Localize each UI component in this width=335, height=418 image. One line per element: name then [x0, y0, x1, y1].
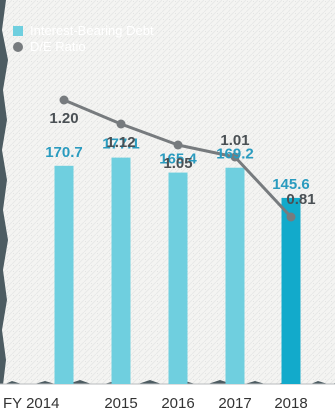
bar-value-label: 177.1 — [102, 136, 140, 153]
bar-value-label: 165.4 — [159, 151, 197, 168]
bar-2017 — [225, 167, 245, 384]
bar-2015 — [111, 157, 131, 384]
bars-layer — [54, 157, 301, 384]
ratio-point-2015 — [116, 119, 126, 129]
ratio-value-label: 1.12 — [106, 134, 135, 151]
ratio-point-fy-2014 — [59, 95, 69, 105]
x-tick-labels: FY 2014 2015 2016 2017 2018 — [3, 395, 308, 412]
bar-value-label: 169.2 — [216, 146, 254, 163]
ratio-value-label: 1.05 — [163, 155, 192, 172]
ratio-value-labels: 1.20 1.12 1.05 1.01 0.81 — [49, 110, 315, 208]
axis-label-band — [0, 384, 335, 418]
ratio-value-label: 1.01 — [220, 132, 249, 149]
x-tick-label: 2017 — [218, 395, 251, 412]
ratio-point-2016 — [173, 140, 183, 150]
x-tick-label: 2015 — [104, 395, 137, 412]
legend-label-interest-bearing-debt: Interest-Bearing Debt — [30, 23, 154, 38]
ratio-point-2017 — [230, 152, 240, 162]
bar-value-label: 145.6 — [272, 176, 310, 193]
ratio-point-2018 — [286, 212, 296, 222]
x-tick-label: FY 2014 — [3, 395, 59, 412]
bar-2016 — [168, 172, 188, 384]
legend-marker-de-ratio — [13, 42, 23, 52]
ratio-value-label: 1.20 — [49, 110, 78, 127]
bar-value-labels: 170.7 177.1 165.4 169.2 145.6 — [45, 136, 310, 193]
legend-label-de-ratio: D/E Ratio — [30, 39, 86, 54]
x-tick-label: 2018 — [274, 395, 307, 412]
bar-2018 — [281, 197, 301, 384]
ratio-line-layer — [59, 95, 296, 222]
legend-swatch-interest-bearing-debt — [13, 26, 23, 36]
x-tick-label: 2016 — [161, 395, 194, 412]
bar-value-label: 170.7 — [45, 144, 83, 161]
bar-fy-2014 — [54, 165, 74, 384]
legend: Interest-Bearing Debt D/E Ratio — [13, 23, 154, 54]
ratio-value-label: 0.81 — [286, 191, 315, 208]
